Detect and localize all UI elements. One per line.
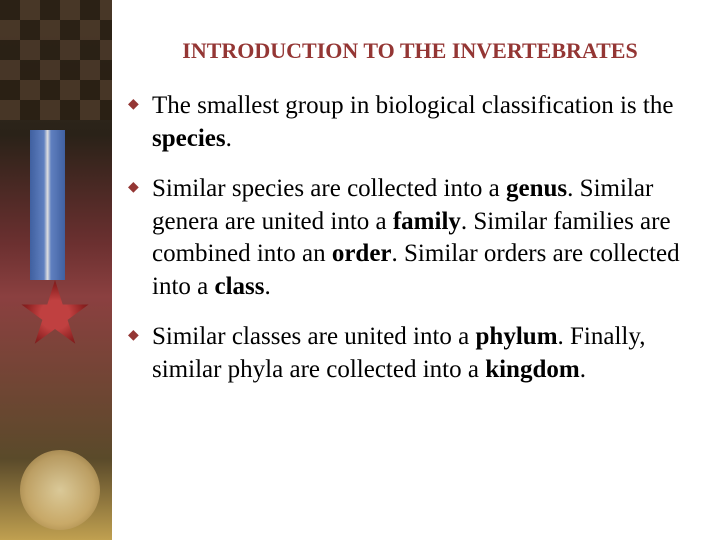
bullet-text: The smallest group in biological classif… (152, 90, 692, 155)
slide-content: INTRODUCTION TO THE INVERTEBRATES ◆ The … (112, 0, 720, 540)
keyword-order: order (332, 240, 392, 267)
text-run: Similar classes are united into a (152, 323, 476, 350)
text-run: . (226, 125, 232, 152)
bullet-text: Similar species are collected into a gen… (152, 173, 692, 303)
keyword-class: class (215, 273, 265, 300)
bullet-item: ◆ The smallest group in biological class… (128, 90, 692, 155)
text-run: The smallest group in biological classif… (152, 92, 673, 119)
diamond-bullet-icon: ◆ (128, 181, 142, 195)
bullet-item: ◆ Similar species are collected into a g… (128, 173, 692, 303)
diamond-bullet-icon: ◆ (128, 329, 142, 343)
diamond-bullet-icon: ◆ (128, 98, 142, 112)
keyword-kingdom: kingdom (485, 356, 579, 383)
decorative-sidebar (0, 0, 112, 540)
bullet-item: ◆ Similar classes are united into a phyl… (128, 321, 692, 386)
star-medal-icon (20, 280, 90, 350)
checkerboard-pattern (0, 0, 112, 120)
text-run: . (265, 273, 271, 300)
keyword-family: family (393, 208, 461, 235)
medal-ribbon (30, 130, 65, 280)
text-run: . (580, 356, 586, 383)
keyword-species: species (152, 125, 226, 152)
keyword-phylum: phylum (476, 323, 558, 350)
keyword-genus: genus (506, 175, 567, 202)
text-run: Similar species are collected into a (152, 175, 506, 202)
bullet-text: Similar classes are united into a phylum… (152, 321, 692, 386)
compass-icon (20, 450, 100, 530)
slide-title: INTRODUCTION TO THE INVERTEBRATES (128, 38, 692, 64)
